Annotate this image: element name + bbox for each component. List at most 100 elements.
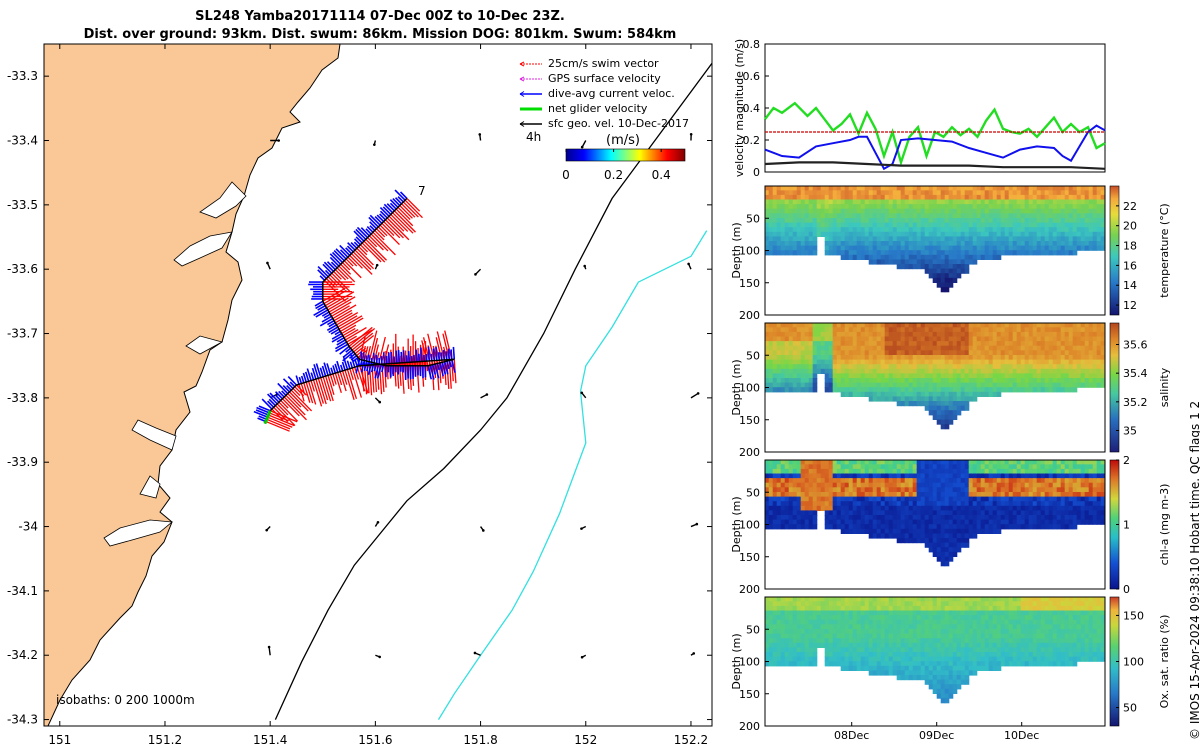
profile-cell [1016,222,1022,228]
profile-cell [888,259,894,265]
profile-cell [992,492,998,498]
profile-cell [876,213,882,219]
profile-cell [800,610,806,616]
profile-cell [852,218,858,224]
profile-cell [1052,505,1058,511]
profile-cell [920,204,926,210]
profile-cell [768,341,774,347]
profile-cell [1080,227,1086,233]
profile-cell [924,391,930,397]
profile-cell [856,364,862,370]
profile-cell [1032,510,1038,516]
profile-cell [1032,199,1038,205]
profile-cell [1016,496,1022,502]
profile-cell [1036,331,1042,338]
profile-cell [976,487,982,493]
profile-cell [1000,501,1006,507]
profile-cell [1000,199,1006,205]
profile-cell [1084,519,1090,525]
profile-cell [920,538,926,544]
profile-cell [880,350,886,356]
profile-cell [1032,194,1038,201]
profile-cell [1028,355,1034,361]
profile-cell [768,492,774,498]
profile-cell [844,208,850,214]
profile-cell [856,322,862,328]
profile-cell [860,528,866,534]
profile-cell [836,355,842,361]
profile-cell [832,524,838,530]
profile-cell [864,327,870,333]
profile-cell [1012,515,1018,521]
profile-cell [960,387,966,393]
profile-cell [896,254,902,260]
current-vector [261,398,273,410]
profile-cell [880,208,886,214]
profile-cell [1096,459,1102,465]
current-vector [313,364,320,379]
profile-cell [1036,327,1042,333]
profile-cell [1088,327,1094,333]
profile-cell [852,492,858,498]
profile-cell [804,601,810,607]
profile-cell [988,218,994,224]
profile-cell [940,401,946,407]
swim-vector [338,265,356,283]
profile-cell [888,250,894,256]
swim-vector [324,375,334,402]
profile-cell [1012,459,1018,465]
profile-cell [796,596,802,602]
current-vector [335,248,347,260]
profile-cell [972,473,978,479]
profile-cell [948,213,954,219]
profile-cell [792,468,798,475]
profile-cell [832,336,838,342]
profile-cell [1072,208,1078,214]
profile-cell [936,468,942,475]
profile-cell [1056,468,1062,475]
profile-cell [780,190,786,196]
profile-cell [940,405,946,411]
profile-cell [1032,482,1038,488]
profile-cell [992,391,998,397]
profile-cell [1040,236,1046,242]
profile-cell [764,222,770,228]
current-vector [349,353,356,368]
velocity-y-tick-label: 0 [753,166,760,179]
colorbar-tick-label: 12 [1123,299,1137,312]
profile-cell [900,250,906,256]
profile-cell [1004,505,1010,511]
profile-cell [952,364,958,370]
colorbar-tick-label: 18 [1123,240,1137,253]
profile-cell [796,350,802,356]
profile-cell [768,204,774,210]
profile-cell [964,236,970,242]
profile-cell [876,327,882,333]
profile-cell [860,331,866,338]
profile-cell [892,391,898,397]
profile-cell [1012,199,1018,205]
profile-cell [916,185,922,191]
current-vector [328,322,336,328]
profile-cell [944,561,950,567]
profile-cell [936,382,942,388]
profile-cell [940,528,946,534]
profile-cell [1000,378,1006,384]
profile-cell [916,387,922,393]
swim-vector [344,369,355,401]
profile-cell [892,218,898,224]
profile-cell [800,190,806,196]
swim-vector [377,226,388,237]
profile-cell [848,473,854,479]
profile-cell [844,487,850,493]
profile-cell [892,322,898,328]
profile-cell [848,199,854,205]
profile-cell [1008,327,1014,333]
profile-cell [1016,510,1022,516]
profile-cell [948,419,954,425]
profile-cell [808,387,814,393]
profile-cell [1056,336,1062,342]
profile-cell [1056,345,1062,351]
profile-cell [772,218,778,224]
